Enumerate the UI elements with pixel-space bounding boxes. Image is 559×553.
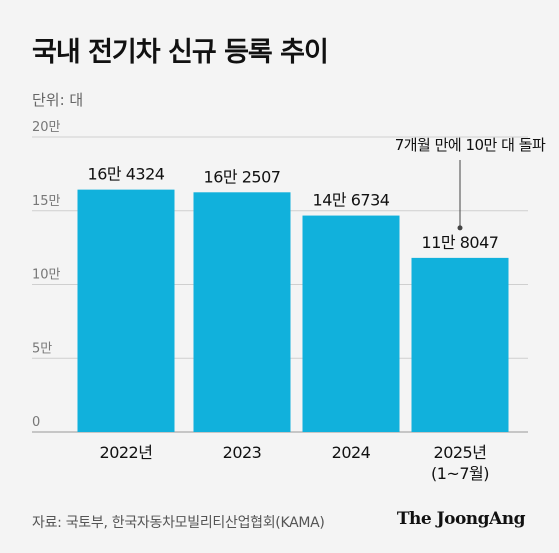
annotation-dot — [457, 225, 463, 231]
annotation-label: 7개월 만에 10만 대 돌파 — [395, 136, 546, 154]
data-label: 14만 6734 — [313, 191, 390, 210]
x-tick-label: (1~7월) — [431, 464, 489, 483]
y-tick-label: 5만 — [32, 341, 52, 356]
x-tick-label: 2022년 — [100, 443, 153, 462]
x-tick-label: 2023 — [223, 443, 262, 462]
unit-label: 단위: 대 — [32, 91, 84, 109]
data-label: 16만 4324 — [88, 165, 165, 184]
y-tick-label: 10만 — [32, 268, 61, 283]
data-label: 11만 8047 — [422, 233, 499, 252]
bar — [411, 257, 509, 432]
x-tick-label: 2024 — [332, 443, 371, 462]
data-label: 16만 2507 — [204, 167, 281, 186]
bar — [193, 192, 291, 432]
y-tick-label: 15만 — [32, 194, 61, 209]
bar-chart: 0 5만 10만 15만 20만 16만 4324 2022년 16만 2507 2023 14만… — [32, 120, 546, 483]
bar — [302, 215, 400, 432]
bar — [77, 189, 175, 432]
y-tick-label: 20만 — [32, 120, 61, 135]
source-note: 자료: 국토부, 한국자동차모빌리티산업협회(KAMA) — [32, 515, 325, 531]
chart-title: 국내 전기차 신규 등록 추이 — [32, 37, 329, 68]
publisher-logo: The JoongAng — [396, 509, 526, 529]
x-tick-label: 2025년 — [434, 443, 487, 462]
y-tick-label: 0 — [32, 415, 40, 430]
